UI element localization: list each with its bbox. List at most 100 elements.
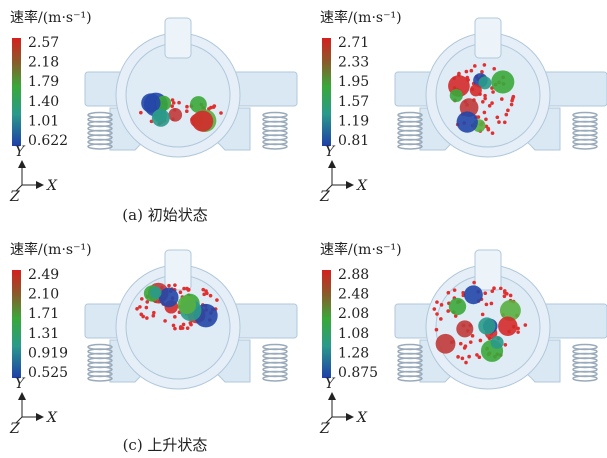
particle: [459, 342, 463, 346]
particle: [456, 320, 473, 337]
particle: [483, 291, 487, 295]
colorbar-tick-label: 2.88: [338, 267, 369, 283]
figure: 速率/(m·s⁻¹)2.572.181.791.401.010.622YXZ(a…: [0, 0, 607, 458]
particle: [495, 115, 499, 119]
particle: [470, 69, 474, 73]
particle: [202, 293, 206, 297]
colorbar-tick-label: 2.48: [338, 287, 369, 303]
panel: 速率/(m·s⁻¹)2.882.482.081.081.280.875YXZ(d…: [319, 241, 607, 454]
particle: [209, 294, 213, 298]
particle: [461, 357, 465, 361]
particle: [504, 343, 508, 347]
coil: [263, 376, 287, 381]
particle: [178, 296, 197, 315]
particle: [491, 131, 495, 135]
colorbar-tick-label: 2.33: [338, 55, 369, 71]
panel: 速率/(m·s⁻¹)2.712.331.951.571.190.81YXZ(b)…: [319, 9, 607, 224]
particle: [219, 111, 223, 115]
particle: [179, 326, 183, 330]
coil: [573, 376, 597, 381]
feed-pipe: [475, 250, 501, 290]
axis-label: X: [46, 410, 58, 426]
particle: [450, 89, 463, 102]
spring: [263, 113, 287, 150]
particle: [503, 289, 507, 293]
colorbar-tick-label: 0.919: [28, 345, 68, 361]
particle: [173, 315, 177, 319]
particle: [449, 298, 466, 315]
caption: (a) 初始状态: [122, 206, 207, 224]
particle: [504, 113, 508, 117]
particle: [185, 287, 189, 291]
particle: [472, 281, 476, 285]
particle: [150, 287, 162, 299]
particle: [446, 309, 450, 313]
colorbar-title: 速率/(m·s⁻¹): [10, 241, 92, 258]
particle: [440, 303, 444, 307]
particle: [467, 355, 471, 359]
spring: [573, 113, 597, 150]
colorbar-tick-label: 0.525: [28, 365, 68, 381]
particle: [435, 312, 439, 316]
particle: [510, 103, 514, 107]
particle: [215, 298, 219, 302]
colorbar-tick-label: 1.19: [338, 113, 369, 129]
particle: [485, 303, 489, 307]
particle: [163, 319, 167, 323]
particle: [497, 120, 501, 124]
spring: [88, 345, 112, 382]
particle: [491, 70, 514, 93]
particle: [453, 288, 457, 292]
particle: [479, 339, 483, 343]
particle: [435, 300, 439, 304]
particle: [524, 323, 528, 327]
axis-label: X: [46, 178, 58, 194]
particle: [152, 311, 156, 315]
particle: [439, 317, 443, 321]
particle: [464, 361, 468, 365]
particle: [138, 305, 142, 309]
particle: [464, 285, 483, 304]
axis-label: Z: [9, 421, 20, 437]
particle: [182, 323, 186, 327]
particle: [490, 289, 494, 293]
colorbar-tick-label: 1.57: [338, 94, 369, 110]
panel: 速率/(m·s⁻¹)2.572.181.791.401.010.622YXZ(a…: [9, 9, 297, 224]
particle: [500, 97, 504, 101]
particle: [179, 290, 183, 294]
colorbar-tick-label: 1.01: [28, 113, 59, 129]
particle: [473, 64, 477, 68]
colorbar-tick-label: 1.79: [28, 74, 59, 90]
drum-inner: [126, 43, 230, 147]
axis-label: Y: [325, 376, 336, 392]
particle: [185, 105, 189, 109]
particle: [503, 294, 507, 298]
colorbar-tick-label: 2.57: [28, 35, 59, 51]
particle: [483, 63, 487, 67]
particle: [465, 70, 469, 74]
feed-pipe: [475, 18, 501, 58]
particle: [204, 289, 208, 293]
particle: [492, 286, 496, 290]
particle: [173, 327, 177, 331]
colorbar-title: 速率/(m·s⁻¹): [320, 241, 402, 258]
colorbar-tick-label: 2.49: [28, 267, 59, 283]
particle: [436, 334, 456, 354]
particle: [483, 97, 487, 101]
particle: [463, 346, 467, 350]
colorbar-tick-label: 1.95: [338, 74, 369, 90]
particle: [486, 127, 490, 131]
axis-label: Y: [15, 144, 26, 160]
particle: [192, 111, 213, 132]
colorbar-tick-label: 2.08: [338, 306, 369, 322]
particle: [435, 328, 439, 332]
spring: [263, 345, 287, 382]
particle: [170, 104, 174, 108]
particle: [457, 111, 478, 132]
colorbar-tick-label: 1.08: [338, 326, 369, 342]
particle: [140, 297, 144, 301]
panel: 速率/(m·s⁻¹)2.492.101.711.310.9190.525YXZ(…: [9, 241, 297, 454]
axis-label: X: [356, 410, 368, 426]
particle: [483, 111, 487, 115]
particle: [173, 283, 177, 287]
